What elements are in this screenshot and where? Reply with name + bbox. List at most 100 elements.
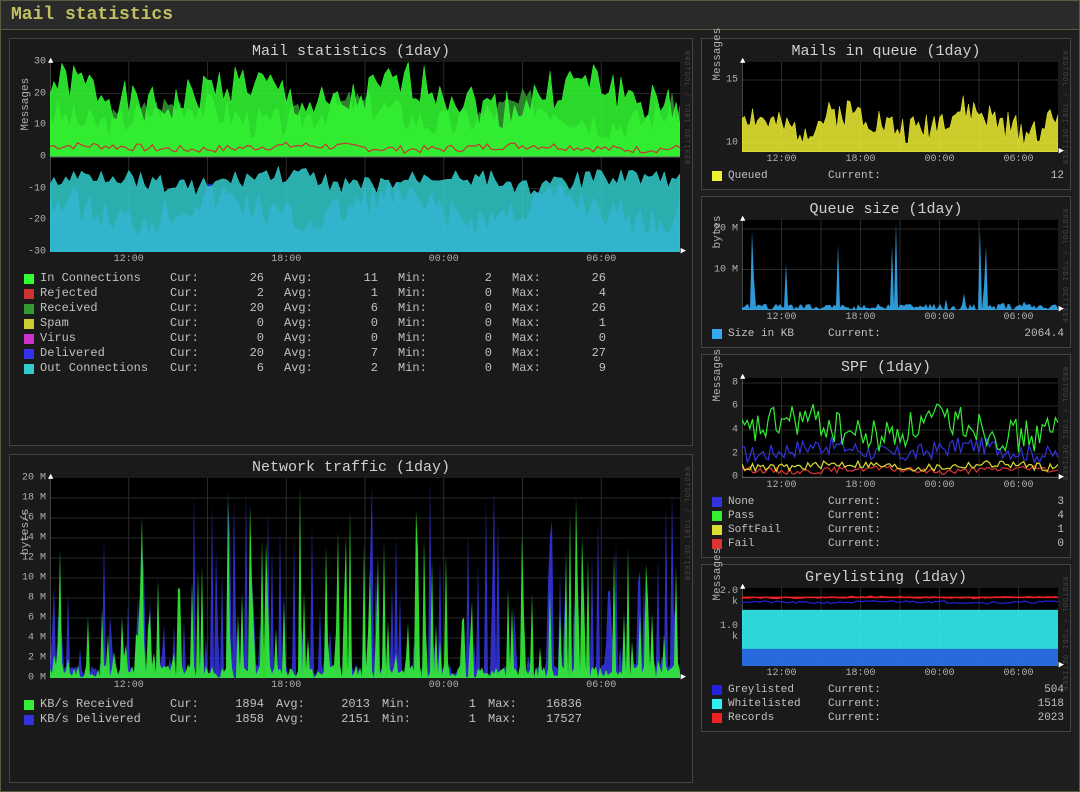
current-label: Current: xyxy=(828,523,1004,537)
series-name: Greylisted xyxy=(728,683,828,697)
rrdtool-watermark: RRDTOOL / TOBI OETIKER xyxy=(1060,577,1068,691)
swatch-icon xyxy=(24,334,34,344)
rrdtool-watermark: RRDTOOL / TOBI OETIKER xyxy=(682,467,690,581)
xtick: 18:00 xyxy=(845,312,875,323)
net-traffic-chart: bytes/s ▲▶ 0 M2 M4 M6 M8 M10 M12 M14 M16… xyxy=(50,478,680,678)
xtick: 18:00 xyxy=(845,668,875,679)
legend-row: KB/s DeliveredCur:1858Avg:2151Min:1Max:1… xyxy=(24,712,686,727)
series-name: SoftFail xyxy=(728,523,828,537)
swatch-icon xyxy=(712,713,722,723)
current-value: 2064.4 xyxy=(1004,327,1064,341)
mail-stats-chart: Messages ▲▶ -30-20-100102030 xyxy=(50,62,680,252)
queue-xticks: 12:0018:0000:0006:00 xyxy=(742,154,1058,165)
series-name: Queued xyxy=(728,169,828,183)
legend-row: In ConnectionsCur:26Avg:11Min:2Max:26 xyxy=(24,271,686,286)
xtick: 06:00 xyxy=(1003,480,1033,491)
xtick: 06:00 xyxy=(586,680,616,691)
series-name: Virus xyxy=(40,331,170,346)
greylisting-chart: Messages ▲▶ 2.0 k1.0 k xyxy=(742,588,1058,666)
swatch-icon xyxy=(712,497,722,507)
current-label: Current: xyxy=(828,683,1004,697)
xtick: 00:00 xyxy=(429,254,459,265)
queue-size-chart: bytes ▲▶ 20 M10 M xyxy=(742,220,1058,310)
legend-row: DeliveredCur:20Avg:7Min:0Max:27 xyxy=(24,346,686,361)
spf-ylabel: Messages xyxy=(712,349,724,402)
current-label: Current: xyxy=(828,495,1004,509)
legend-row: RejectedCur:2Avg:1Min:0Max:4 xyxy=(24,286,686,301)
xtick: 12:00 xyxy=(766,154,796,165)
legend-row: ReceivedCur:20Avg:6Min:0Max:26 xyxy=(24,301,686,316)
xtick: 06:00 xyxy=(586,254,616,265)
xtick: 00:00 xyxy=(429,680,459,691)
swatch-icon xyxy=(24,274,34,284)
xtick: 00:00 xyxy=(924,480,954,491)
current-value: 504 xyxy=(1004,683,1064,697)
legend-row: Out ConnectionsCur:6Avg:2Min:0Max:9 xyxy=(24,361,686,376)
spf-xticks: 12:00 18:00 00:00 06:00 xyxy=(742,480,1058,491)
net-traffic-xticks: 12:0018:0000:0006:00 xyxy=(50,680,680,691)
swatch-icon xyxy=(24,700,34,710)
greylisting-xticks: 12:0018:0000:0006:00 xyxy=(742,668,1058,679)
series-name: Pass xyxy=(728,509,828,523)
legend-row: FailCurrent:0 xyxy=(712,537,1064,551)
xtick: 12:00 xyxy=(114,680,144,691)
current-label: Current: xyxy=(828,509,1004,523)
panel-queue: RRDTOOL / TOBI OETIKER Mails in queue (1… xyxy=(701,38,1071,190)
content: RRDTOOL / TOBI OETIKER Mail statistics (… xyxy=(1,30,1079,791)
spf-chart: Messages ▲▶ 86420 xyxy=(742,378,1058,478)
current-value: 3 xyxy=(1004,495,1064,509)
series-name: KB/s Delivered xyxy=(40,712,170,727)
series-name: Rejected xyxy=(40,286,170,301)
swatch-icon xyxy=(24,349,34,359)
series-name: Delivered xyxy=(40,346,170,361)
xtick: 12:00 xyxy=(114,254,144,265)
current-label: Current: xyxy=(828,169,1004,183)
legend-row: NoneCurrent:3 xyxy=(712,495,1064,509)
xtick: 12:00 xyxy=(766,668,796,679)
swatch-icon xyxy=(24,304,34,314)
series-name: Out Connections xyxy=(40,361,170,376)
queue-title: Mails in queue (1day) xyxy=(708,43,1064,60)
swatch-icon xyxy=(712,171,722,181)
greylisting-legend: GreylistedCurrent:504WhitelistedCurrent:… xyxy=(708,683,1064,725)
dashboard-frame: Mail statistics RRDTOOL / TOBI OETIKER M… xyxy=(0,0,1080,792)
xtick: 00:00 xyxy=(924,154,954,165)
legend-row: PassCurrent:4 xyxy=(712,509,1064,523)
current-value: 2023 xyxy=(1004,711,1064,725)
queue-ylabel: Messages xyxy=(712,28,724,81)
legend-row: RecordsCurrent:2023 xyxy=(712,711,1064,725)
greylisting-title: Greylisting (1day) xyxy=(708,569,1064,586)
series-name: Whitelisted xyxy=(728,697,828,711)
swatch-icon xyxy=(712,699,722,709)
legend-row: VirusCur:0Avg:0Min:0Max:0 xyxy=(24,331,686,346)
series-name: In Connections xyxy=(40,271,170,286)
legend-row: KB/s ReceivedCur:1894Avg:2013Min:1Max:16… xyxy=(24,697,686,712)
xtick: 00:00 xyxy=(924,312,954,323)
rrdtool-watermark: RRDTOOL / TOBI OETIKER xyxy=(682,51,690,165)
spf-legend: NoneCurrent:3PassCurrent:4SoftFailCurren… xyxy=(708,495,1064,551)
current-value: 1518 xyxy=(1004,697,1064,711)
panel-mail-stats: RRDTOOL / TOBI OETIKER Mail statistics (… xyxy=(9,38,693,446)
current-value: 4 xyxy=(1004,509,1064,523)
net-traffic-legend: KB/s ReceivedCur:1894Avg:2013Min:1Max:16… xyxy=(16,697,686,727)
legend-row: Size in KBCurrent:2064.4 xyxy=(712,327,1064,341)
panel-net-traffic: RRDTOOL / TOBI OETIKER Network traffic (… xyxy=(9,454,693,783)
spf-title: SPF (1day) xyxy=(708,359,1064,376)
queue-size-title: Queue size (1day) xyxy=(708,201,1064,218)
queue-legend: QueuedCurrent:12 xyxy=(708,169,1064,183)
current-value: 0 xyxy=(1004,537,1064,551)
current-label: Current: xyxy=(828,537,1004,551)
queue-size-xticks: 12:0018:0000:0006:00 xyxy=(742,312,1058,323)
xtick: 12:00 xyxy=(766,480,796,491)
panel-spf: RRDTOOL / TOBI OETIKER SPF (1day) Messag… xyxy=(701,354,1071,558)
swatch-icon xyxy=(712,511,722,521)
legend-row: GreylistedCurrent:504 xyxy=(712,683,1064,697)
xtick: 18:00 xyxy=(845,480,875,491)
series-name: Spam xyxy=(40,316,170,331)
rrdtool-watermark: RRDTOOL / TOBI OETIKER xyxy=(1060,367,1068,481)
panel-queue-size: RRDTOOL / TOBI OETIKER Queue size (1day)… xyxy=(701,196,1071,348)
xtick: 18:00 xyxy=(271,254,301,265)
swatch-icon xyxy=(24,364,34,374)
xtick: 06:00 xyxy=(1003,668,1033,679)
xtick: 18:00 xyxy=(845,154,875,165)
